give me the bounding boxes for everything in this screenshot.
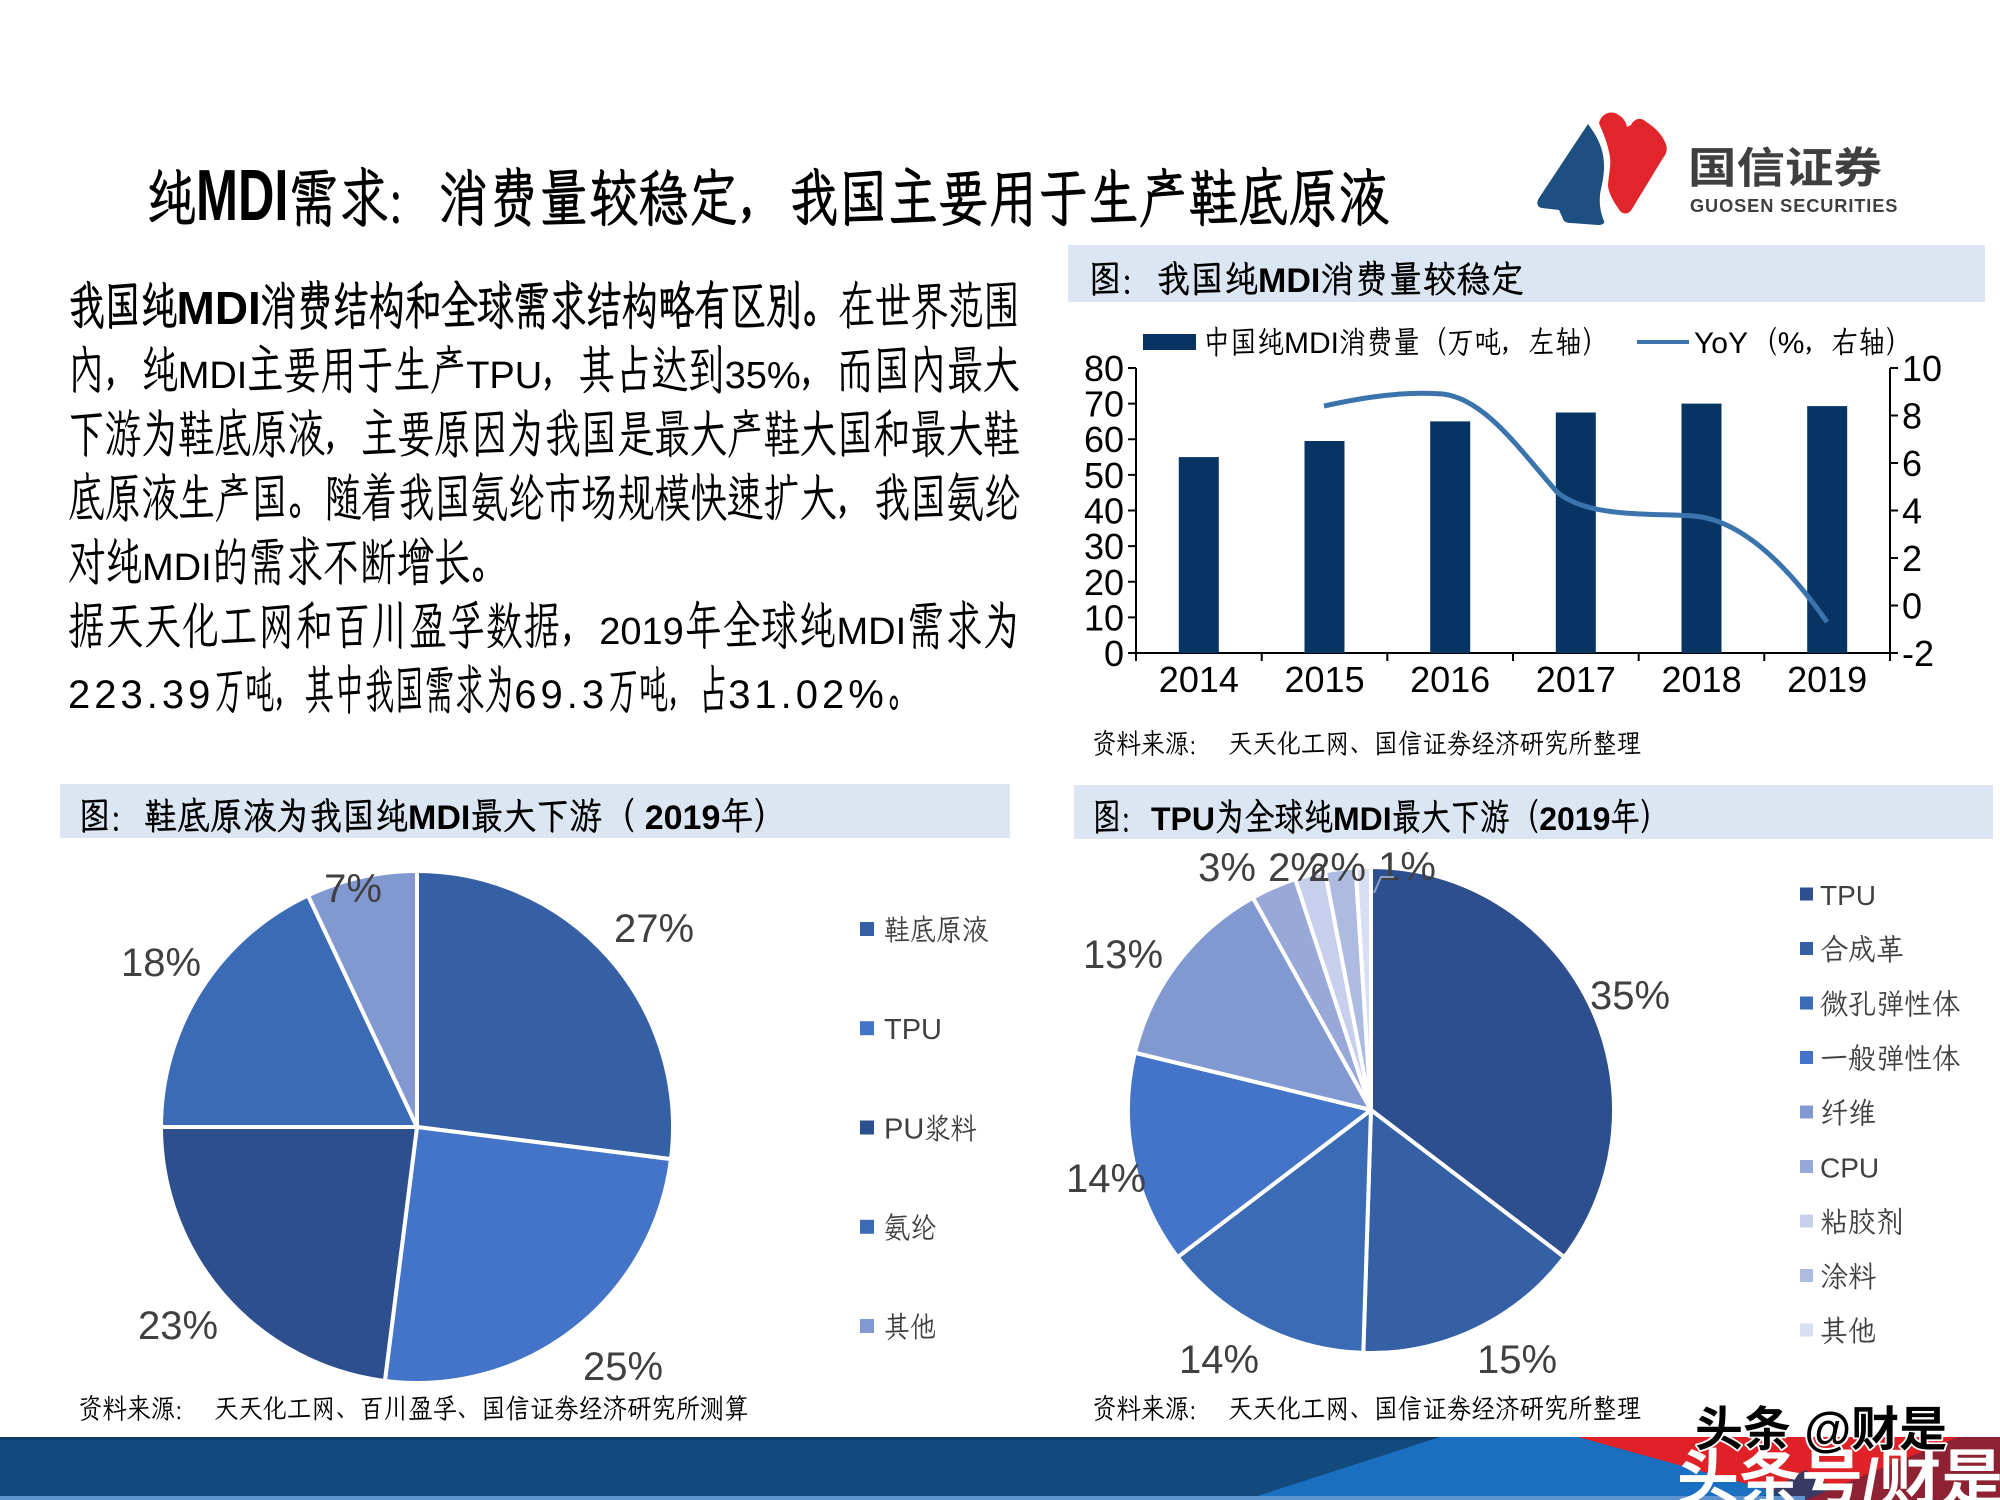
svg-text:TPU: TPU [466,355,542,397]
svg-text:TPU: TPU [1820,880,1876,911]
svg-text:MDI: MDI [196,156,288,236]
svg-text:18%: 18% [121,941,201,985]
svg-text:25%: 25% [583,1345,663,1389]
svg-text:40: 40 [1084,491,1124,532]
svg-text:/: / [1863,1448,1879,1500]
svg-text:80: 80 [1084,348,1124,389]
svg-text:31.02%: 31.02% [728,673,888,717]
svg-text:1%: 1% [1378,845,1436,889]
svg-text:MDI: MDI [177,282,261,334]
svg-text:2019: 2019 [599,611,684,653]
svg-text:MDI: MDI [178,355,248,397]
svg-text:2: 2 [1902,538,1922,579]
svg-text:2016: 2016 [1410,659,1490,700]
svg-text:14%: 14% [1179,1338,1259,1382]
svg-text:@: @ [1791,1404,1851,1457]
svg-text:-2: -2 [1902,633,1934,674]
svg-text:0: 0 [1104,633,1124,674]
svg-text:6: 6 [1902,443,1922,484]
svg-text:13%: 13% [1083,933,1163,977]
svg-text:2019: 2019 [1539,801,1610,837]
svg-text:2015: 2015 [1285,659,1365,700]
svg-text:PU: PU [884,1114,924,1146]
svg-text:7%: 7% [324,867,382,911]
svg-text:30: 30 [1084,526,1124,567]
svg-text:8: 8 [1902,396,1922,437]
svg-text:2019: 2019 [1787,659,1867,700]
svg-text:MDI: MDI [1284,327,1339,360]
svg-text:0: 0 [1902,586,1922,627]
svg-text:TPU: TPU [884,1014,942,1046]
svg-text:3%: 3% [1198,846,1256,890]
svg-text:35%: 35% [1590,974,1670,1018]
svg-text:MDI: MDI [408,799,470,837]
svg-text:2017: 2017 [1536,659,1616,700]
svg-text:YoY: YoY [1694,327,1748,360]
svg-text:20: 20 [1084,562,1124,603]
svg-text:223.39: 223.39 [68,673,214,717]
svg-text:CPU: CPU [1820,1153,1879,1184]
svg-text:69.3: 69.3 [514,673,608,717]
svg-text:2019: 2019 [635,799,720,837]
svg-text:10: 10 [1084,597,1124,638]
svg-text:MDI: MDI [837,611,907,653]
svg-text:4: 4 [1902,491,1922,532]
svg-text:GUOSEN SECURITIES: GUOSEN SECURITIES [1690,196,1898,216]
svg-text:60: 60 [1084,419,1124,460]
svg-text:MDI: MDI [1333,801,1392,837]
svg-text:TPU: TPU [1151,801,1215,837]
svg-text:%: % [1778,327,1805,360]
svg-text:2014: 2014 [1159,659,1239,700]
svg-text:23%: 23% [138,1304,218,1348]
svg-text:2018: 2018 [1662,659,1742,700]
svg-text:70: 70 [1084,384,1124,425]
svg-text:14%: 14% [1066,1157,1146,1201]
svg-text:@: @ [1791,1404,1851,1457]
svg-text:10: 10 [1902,348,1942,389]
svg-text:15%: 15% [1477,1338,1557,1382]
svg-text:2%: 2% [1308,846,1366,890]
svg-text:2%: 2% [1268,846,1326,890]
svg-text:50: 50 [1084,455,1124,496]
svg-text:35%: 35% [725,355,801,397]
svg-text:MDI: MDI [1258,262,1320,300]
svg-text:MDI: MDI [142,547,212,589]
svg-text:27%: 27% [614,907,694,951]
